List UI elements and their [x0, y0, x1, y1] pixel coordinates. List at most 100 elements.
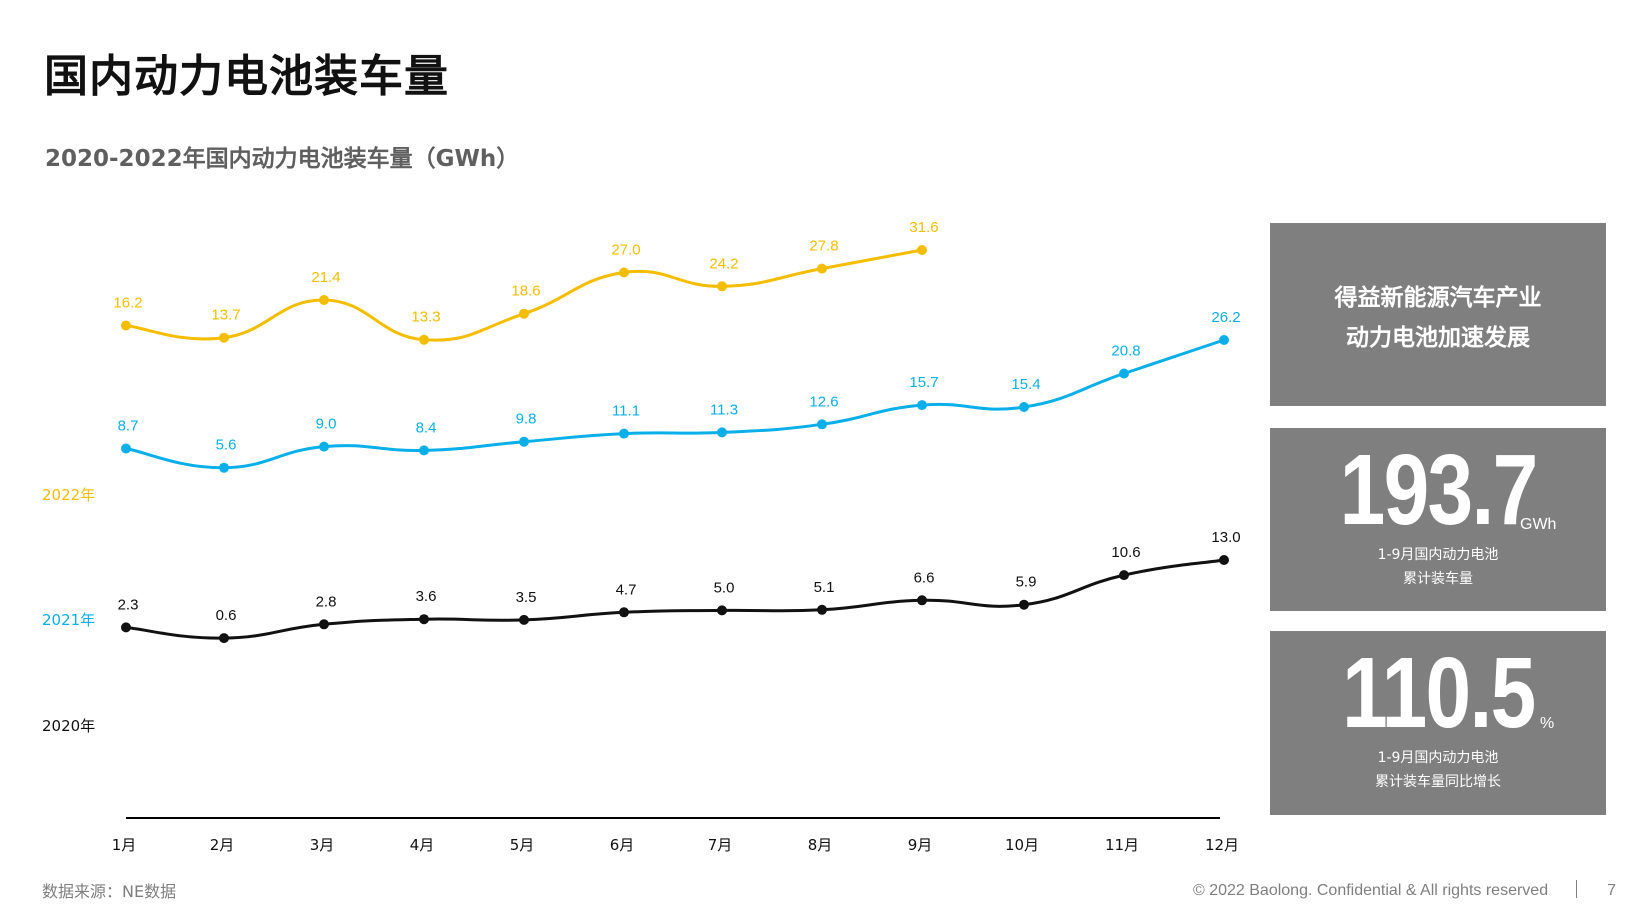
data-point-2021年-3	[319, 441, 329, 452]
data-label-2020年-5: 3.5	[516, 589, 537, 606]
data-label-2021年-3: 9.0	[316, 416, 337, 433]
data-label-2021年-6: 11.1	[612, 403, 640, 420]
x-tick-label-6: 6月	[610, 836, 635, 854]
line-chart: 1月 2月 3月 4月 5月 6月 7月 8月 9月 10月 11月 12月 16.2 13.7 21.4 1…	[42, 219, 1241, 854]
data-label-2020年-10: 5.9	[1016, 574, 1037, 591]
data-point-2020年-11	[1119, 570, 1129, 581]
data-label-2020年-6: 4.7	[616, 581, 637, 598]
data-point-2021年-12	[1219, 335, 1229, 345]
total-volume-unit: GWh	[1520, 516, 1557, 533]
data-point-2020年-6	[619, 607, 629, 618]
series-line-2021年	[125, 338, 1225, 470]
data-point-2022年-2	[219, 332, 229, 343]
data-point-2022年-8	[817, 263, 827, 274]
data-label-2021年-2: 5.6	[216, 437, 237, 454]
data-point-2021年-2	[219, 462, 229, 473]
data-label-2021年-12: 26.2	[1211, 309, 1240, 326]
data-point-2022年-7	[717, 281, 727, 292]
copyright: © 2022 Baolong. Confidential & All right…	[1192, 882, 1549, 899]
data-label-2022年-9: 31.6	[909, 219, 938, 236]
series-line-2020年	[125, 558, 1225, 640]
growth-desc-1: 1-9月国内动力电池	[1377, 750, 1499, 766]
data-point-2021年-10	[1019, 402, 1029, 412]
x-tick-label-4: 4月	[410, 836, 435, 854]
x-tick-label-7: 7月	[708, 836, 733, 854]
data-label-2020年-11: 10.6	[1111, 544, 1140, 561]
page-title: 国内动力电池装车量	[44, 51, 449, 102]
page-number: 7	[1607, 882, 1616, 899]
data-point-2020年-9	[917, 595, 927, 606]
data-point-2021年-8	[817, 419, 827, 430]
x-tick-label-5: 5月	[510, 836, 535, 854]
data-label-2022年-1: 16.2	[113, 295, 142, 312]
data-point-2020年-2	[219, 633, 229, 644]
data-label-2020年-4: 3.6	[416, 588, 437, 605]
data-point-2020年-8	[817, 604, 827, 615]
legend-label-2020年: 2020年	[42, 717, 95, 735]
data-source: 数据来源：NE数据	[42, 882, 177, 901]
x-tick-label-2: 2月	[210, 836, 235, 854]
data-point-2020年-12	[1219, 555, 1229, 565]
total-volume-desc-1: 1-9月国内动力电池	[1377, 547, 1499, 563]
data-point-2021年-5	[519, 436, 529, 447]
data-point-2021年-11	[1119, 368, 1129, 379]
x-tick-label-8: 8月	[808, 836, 833, 854]
data-label-2021年-10: 15.4	[1011, 376, 1040, 393]
growth-value: 110.5	[1341, 637, 1536, 749]
headline-line-2: 动力电池加速发展	[1346, 325, 1530, 351]
growth-unit: %	[1540, 715, 1555, 732]
total-volume-value: 193.7	[1339, 434, 1538, 546]
data-label-2022年-7: 24.2	[709, 255, 738, 272]
data-label-2020年-2: 0.6	[216, 607, 237, 624]
data-label-2020年-12: 13.0	[1211, 529, 1240, 546]
data-label-2021年-9: 15.7	[909, 374, 938, 391]
data-label-2022年-8: 27.8	[809, 238, 838, 255]
data-label-2020年-3: 2.8	[316, 593, 337, 610]
x-tick-label-11: 11月	[1105, 836, 1139, 854]
data-label-2021年-4: 8.4	[416, 419, 437, 436]
data-point-2020年-5	[519, 614, 529, 625]
data-label-2021年-7: 11.3	[710, 401, 738, 418]
data-point-2020年-4	[419, 614, 429, 625]
data-label-2022年-2: 13.7	[211, 307, 240, 324]
data-label-2020年-9: 6.6	[914, 569, 935, 586]
data-point-2022年-3	[319, 295, 329, 305]
legend-label-2021年: 2021年	[42, 611, 95, 629]
footer-divider	[1576, 880, 1578, 898]
data-point-2021年-4	[419, 445, 429, 456]
data-point-2021年-9	[917, 400, 927, 411]
data-label-2022年-4: 13.3	[411, 309, 440, 326]
data-label-2022年-3: 21.4	[311, 269, 340, 286]
data-label-2020年-1: 2.3	[118, 596, 139, 613]
data-point-2020年-1	[121, 622, 131, 633]
footer: © 2022 Baolong. Confidential & All right…	[1193, 880, 1616, 900]
data-point-2021年-1	[121, 443, 131, 454]
data-label-2020年-7: 5.0	[714, 579, 735, 596]
headline-panel: 得益新能源汽车产业 动力电池加速发展	[1270, 223, 1606, 406]
data-label-2020年-8: 5.1	[814, 579, 835, 596]
x-tick-label-3: 3月	[310, 836, 335, 854]
data-point-2022年-1	[121, 320, 131, 331]
data-point-2022年-5	[519, 308, 529, 319]
data-label-2021年-1: 8.7	[118, 418, 139, 435]
data-label-2022年-6: 27.0	[611, 242, 640, 259]
data-point-2022年-6	[619, 267, 629, 278]
data-point-2022年-9	[917, 245, 927, 255]
data-point-2020年-7	[717, 605, 727, 616]
chart-title: 2020-2022年国内动力电池装车量（GWh）	[45, 146, 520, 172]
data-point-2021年-6	[619, 428, 629, 439]
total-volume-panel: 193.7 GWh 1-9月国内动力电池 累计装车量	[1270, 428, 1606, 611]
headline-line-1: 得益新能源汽车产业	[1334, 285, 1542, 311]
data-point-2021年-7	[717, 427, 727, 438]
x-tick-label-10: 10月	[1005, 836, 1039, 854]
legend-label-2022年: 2022年	[42, 486, 95, 504]
total-volume-desc-2: 累计装车量	[1403, 571, 1473, 587]
x-tick-label-12: 12月	[1205, 836, 1239, 854]
data-label-2021年-5: 9.8	[516, 411, 537, 428]
data-point-2020年-10	[1019, 599, 1029, 610]
data-point-2022年-4	[419, 334, 429, 345]
growth-desc-2: 累计装车量同比增长	[1375, 774, 1501, 790]
data-label-2021年-11: 20.8	[1111, 343, 1140, 360]
growth-panel: 110.5 % 1-9月国内动力电池 累计装车量同比增长	[1270, 631, 1606, 815]
data-label-2021年-8: 12.6	[809, 393, 838, 410]
